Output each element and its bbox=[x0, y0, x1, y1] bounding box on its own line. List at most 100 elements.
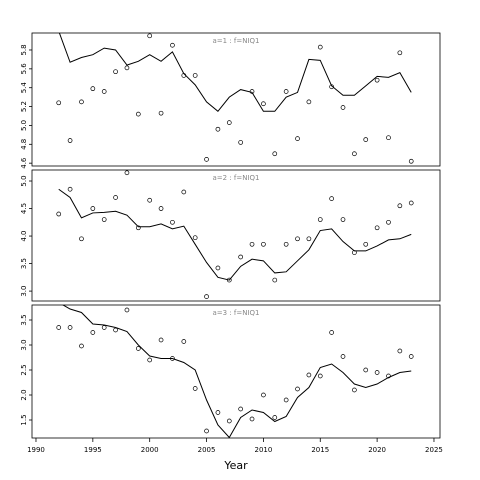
data-point bbox=[90, 206, 96, 211]
x-tick-label: 1990 bbox=[27, 446, 45, 454]
x-tick-label: 2000 bbox=[141, 446, 159, 454]
data-point bbox=[363, 137, 369, 142]
y-tick-label: 5.0 bbox=[20, 175, 28, 186]
data-point bbox=[181, 189, 187, 195]
y-tick-label: 4.6 bbox=[20, 157, 28, 169]
data-point bbox=[135, 111, 141, 117]
data-point bbox=[238, 254, 244, 260]
data-point bbox=[181, 339, 187, 344]
y-tick-label: 4.0 bbox=[20, 230, 28, 241]
data-point bbox=[215, 126, 221, 132]
x-tick-label: 1995 bbox=[84, 446, 102, 454]
data-point bbox=[124, 307, 130, 313]
y-tick-label: 5.6 bbox=[20, 63, 28, 75]
data-point bbox=[56, 211, 62, 217]
data-point bbox=[374, 370, 380, 375]
panel-title: a=3 : f=NIQ1 bbox=[212, 309, 259, 317]
data-point bbox=[295, 236, 300, 242]
y-tick-label: 3.0 bbox=[20, 339, 28, 350]
data-point bbox=[261, 241, 266, 247]
data-point bbox=[226, 418, 232, 424]
data-point bbox=[124, 65, 130, 71]
data-point bbox=[147, 33, 153, 39]
data-point bbox=[386, 135, 391, 141]
data-point bbox=[272, 415, 278, 420]
data-point bbox=[261, 392, 266, 398]
data-point bbox=[397, 348, 403, 354]
data-point bbox=[113, 327, 118, 333]
data-point bbox=[226, 120, 232, 125]
y-tick-label: 3.5 bbox=[20, 314, 28, 325]
y-tick-label: 3.5 bbox=[20, 258, 28, 269]
data-point bbox=[113, 195, 118, 200]
y-tick-label: 4.5 bbox=[20, 203, 28, 214]
y-tick-label: 5.0 bbox=[20, 120, 28, 131]
x-tick-label: 2010 bbox=[254, 446, 272, 454]
data-point bbox=[283, 89, 289, 94]
data-point bbox=[340, 217, 346, 222]
x-tick-label: 2015 bbox=[311, 446, 329, 454]
y-tick-label: 5.4 bbox=[20, 82, 28, 94]
panel-frame bbox=[31, 169, 441, 302]
data-point bbox=[306, 372, 312, 378]
data-point bbox=[238, 140, 244, 145]
y-tick-label: 4.8 bbox=[20, 139, 28, 150]
data-point bbox=[79, 343, 84, 349]
data-point bbox=[329, 330, 334, 335]
plot-area bbox=[56, 170, 414, 299]
data-point bbox=[374, 77, 380, 83]
data-point bbox=[79, 236, 84, 242]
data-point bbox=[408, 200, 414, 206]
data-point bbox=[124, 170, 130, 176]
data-point bbox=[363, 241, 369, 247]
data-point bbox=[215, 410, 221, 415]
data-point bbox=[79, 99, 84, 105]
data-point bbox=[170, 42, 175, 48]
data-point bbox=[386, 219, 391, 225]
panel-frame bbox=[31, 32, 441, 167]
series-line bbox=[62, 305, 412, 438]
data-point bbox=[170, 219, 175, 225]
data-point bbox=[56, 100, 62, 106]
plot-area bbox=[56, 305, 414, 438]
data-point bbox=[158, 206, 164, 211]
data-point bbox=[340, 354, 346, 359]
data-point bbox=[204, 294, 209, 299]
data-point bbox=[295, 386, 300, 392]
series-line bbox=[58, 33, 412, 113]
data-point bbox=[249, 416, 255, 422]
data-point bbox=[67, 138, 73, 143]
data-point bbox=[204, 157, 209, 162]
panel-frame bbox=[31, 304, 441, 439]
data-point bbox=[204, 428, 209, 434]
panel-title: a=2 : f=NIQ1 bbox=[212, 174, 259, 182]
data-point bbox=[329, 196, 334, 201]
data-point bbox=[408, 158, 414, 164]
data-point bbox=[317, 373, 323, 379]
series-line bbox=[58, 188, 412, 281]
data-point bbox=[249, 241, 255, 247]
x-tick-label: 2020 bbox=[368, 446, 386, 454]
data-point bbox=[113, 69, 118, 75]
data-point bbox=[352, 151, 357, 157]
data-point bbox=[261, 101, 266, 107]
data-point bbox=[397, 203, 403, 209]
data-point bbox=[238, 406, 244, 412]
y-tick-label: 1.5 bbox=[20, 414, 28, 425]
data-point bbox=[363, 367, 369, 373]
x-tick-label: 2025 bbox=[425, 446, 443, 454]
data-point bbox=[215, 265, 221, 271]
data-point bbox=[147, 197, 153, 203]
data-point bbox=[56, 325, 62, 330]
y-tick-label: 5.8 bbox=[20, 44, 28, 55]
data-point bbox=[272, 277, 278, 283]
data-point bbox=[397, 50, 403, 56]
y-tick-label: 2.5 bbox=[20, 364, 28, 375]
data-point bbox=[101, 89, 107, 94]
data-point bbox=[192, 235, 198, 241]
data-point bbox=[317, 44, 323, 50]
y-tick-label: 3.0 bbox=[20, 286, 28, 297]
data-point bbox=[90, 86, 96, 92]
plot-area bbox=[56, 33, 414, 164]
